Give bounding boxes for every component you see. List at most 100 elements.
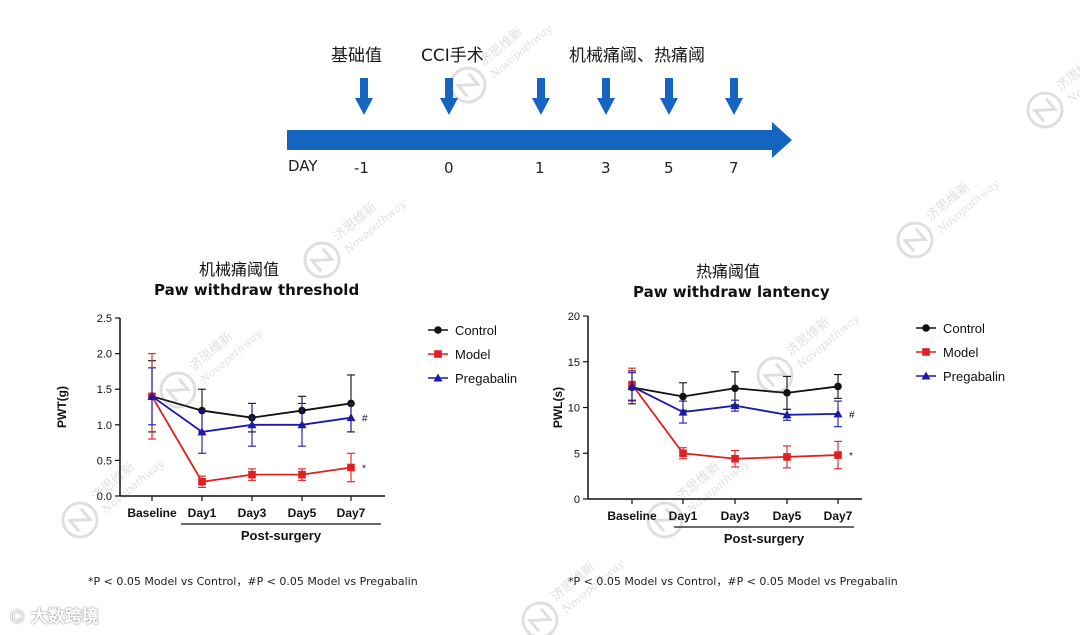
- y-tick-label: 10: [568, 403, 580, 415]
- x-tick-label: Day7: [337, 506, 366, 520]
- chart-title-cn: 机械痛阈值: [199, 260, 280, 279]
- x-tick-label: Baseline: [607, 509, 657, 523]
- y-tick-label: 0.5: [97, 455, 112, 467]
- stage-label-cci-surgery: CCI手术: [421, 46, 484, 66]
- x-tick-label: Day3: [721, 509, 750, 523]
- x-tick-label: Day1: [669, 509, 698, 523]
- data-point-model: [248, 470, 256, 479]
- y-tick-label: 2.5: [97, 313, 112, 325]
- footnote: *P < 0.05 Model vs Control，#P < 0.05 Mod…: [88, 575, 418, 588]
- significance-annotation: *: [362, 464, 366, 475]
- significance-annotation: *: [849, 451, 853, 462]
- legend-label: Control: [943, 321, 985, 336]
- x-tick-label: Day5: [773, 509, 802, 523]
- data-point-pregabalin: [297, 420, 307, 429]
- data-point-pregabalin: [627, 381, 637, 390]
- y-axis-label: PWL(s): [551, 387, 565, 428]
- data-point-control: [731, 384, 739, 393]
- data-point-pregabalin: [247, 420, 257, 429]
- data-point-model: [834, 451, 842, 459]
- stage-label-baseline: 基础值: [331, 46, 382, 66]
- watermark-logo-icon: [521, 601, 559, 635]
- timepoint-down-arrow: [355, 78, 373, 115]
- legend-marker: [434, 350, 442, 358]
- chart-title: Paw withdraw threshold: [154, 281, 360, 299]
- data-point-pregabalin: [197, 427, 207, 436]
- x-tick-label: Baseline: [127, 506, 177, 520]
- day-label: -1: [354, 159, 369, 177]
- day-label: 1: [535, 159, 545, 177]
- watermark-text-cn: 济思维新: [330, 199, 380, 245]
- data-point-pregabalin: [782, 410, 792, 419]
- y-tick-label: 1.0: [97, 420, 112, 432]
- chart-title: Paw withdraw lantency: [633, 283, 830, 301]
- data-point-control: [834, 382, 842, 391]
- y-tick-label: 2.0: [97, 349, 112, 361]
- footnote: *P < 0.05 Model vs Control，#P < 0.05 Mod…: [568, 575, 898, 588]
- data-point-control: [679, 392, 687, 401]
- brand-logo: ⌬ 大数跨境: [10, 602, 99, 627]
- data-point-model: [347, 463, 355, 472]
- chart-title-cn: 热痛阈值: [696, 262, 761, 281]
- day-axis-label: DAY: [288, 157, 318, 175]
- y-tick-label: 1.5: [97, 384, 112, 396]
- watermark-logo-icon: [901, 227, 929, 253]
- data-point-model: [731, 454, 739, 463]
- data-point-model: [198, 477, 206, 486]
- watermark-logo-icon: [303, 241, 341, 279]
- timepoint-down-arrow: [597, 78, 615, 115]
- y-axis-label: PWT(g): [55, 386, 69, 428]
- x-tick-label: Day1: [188, 506, 217, 520]
- timeline: [287, 78, 792, 158]
- data-point-pregabalin: [678, 407, 688, 416]
- timepoint-down-arrow: [532, 78, 550, 115]
- watermark-logo-icon: [896, 221, 934, 259]
- timepoint-down-arrow: [660, 78, 678, 115]
- x-axis-label: Post-surgery: [724, 531, 805, 546]
- y-tick-label: 5: [574, 448, 580, 460]
- data-point-model: [679, 449, 687, 458]
- watermark-text-en: Novopathway: [341, 197, 409, 257]
- legend-marker: [433, 373, 443, 382]
- significance-annotation: #: [849, 410, 855, 421]
- data-point-model: [298, 470, 306, 479]
- legend-marker: [434, 326, 442, 334]
- y-tick-label: 0.0: [97, 491, 112, 503]
- y-tick-label: 0: [574, 494, 580, 506]
- legend-label: Control: [455, 323, 497, 338]
- legend-label: Pregabalin: [455, 371, 517, 386]
- day-label: 5: [664, 159, 674, 177]
- data-point-pregabalin: [730, 401, 740, 410]
- y-tick-label: 20: [568, 311, 580, 323]
- significance-annotation: #: [362, 414, 368, 425]
- x-tick-label: Day7: [824, 509, 853, 523]
- timepoint-down-arrow: [440, 78, 458, 115]
- stage-label-pain-threshold: 机械痛阈、热痛阈: [569, 46, 705, 66]
- x-tick-label: Day5: [288, 506, 317, 520]
- timeline-arrow: [287, 122, 792, 158]
- pwt-chart: 0.0 0.5 1.0 1.5 2.0 2.5 PWT(g) Baseline Day1 Day3…: [55, 313, 517, 543]
- x-tick-label: Day3: [238, 506, 267, 520]
- legend-label: Pregabalin: [943, 369, 1005, 384]
- data-point-control: [783, 389, 791, 397]
- brand-icon: ⌬: [10, 607, 25, 627]
- day-label: 7: [729, 159, 739, 177]
- legend-marker: [921, 371, 931, 380]
- data-point-model: [783, 453, 791, 461]
- data-point-pregabalin: [147, 391, 157, 400]
- day-label: 0: [444, 159, 454, 177]
- brand-text: 大数跨境: [30, 607, 99, 627]
- x-axis-label: Post-surgery: [241, 528, 322, 543]
- y-tick-label: 15: [568, 357, 580, 369]
- data-point-pregabalin: [346, 413, 356, 422]
- watermark-logo-icon: [308, 247, 336, 273]
- legend-marker: [922, 348, 930, 356]
- data-point-pregabalin: [833, 409, 843, 418]
- watermark-logo-icon: [526, 607, 554, 633]
- day-label: 3: [601, 159, 611, 177]
- pwl-chart: 0 5 10 15 20 PWL(s) Baseline Day1 Day3 Day5 Day7 Po…: [551, 311, 1005, 546]
- legend-label: Model: [455, 347, 491, 362]
- legend-marker: [922, 324, 930, 332]
- legend-label: Model: [943, 345, 979, 360]
